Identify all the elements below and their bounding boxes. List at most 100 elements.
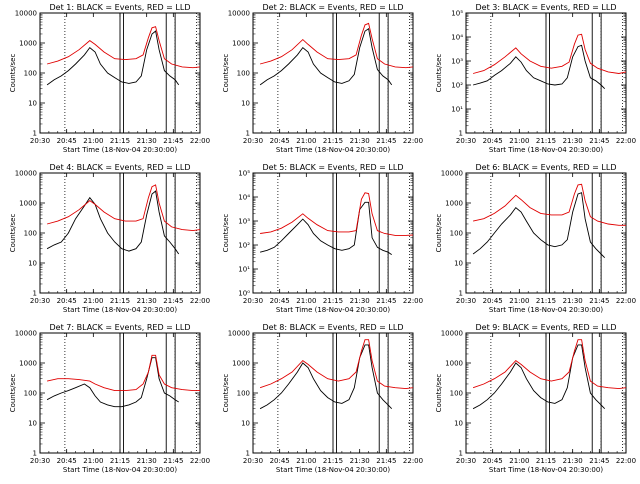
det3-y-axis-label: Counts/sec xyxy=(435,54,443,93)
det7-x-tick-label: 22:00 xyxy=(190,457,210,465)
det4-y-tick-label: 1 xyxy=(33,290,37,298)
det5-y-axis-label: Counts/sec xyxy=(222,214,230,253)
det1-y-axis-label: Counts/sec xyxy=(9,54,17,93)
det3-x-tick-label: 20:30 xyxy=(456,137,476,145)
det2-x-tick-label: 22:00 xyxy=(403,137,423,145)
det3-y-tick-label: 10² xyxy=(451,82,463,90)
det9-x-tick-label: 20:30 xyxy=(456,457,476,465)
det6-title: Det 6: BLACK = Events, RED = LLD xyxy=(476,163,617,172)
det4-x-tick-label: 21:00 xyxy=(83,297,103,305)
det9-y-tick-label: 100 xyxy=(450,390,463,398)
det1-x-tick-label: 21:15 xyxy=(110,137,130,145)
det5-x-tick-label: 20:45 xyxy=(270,297,290,305)
det8-y-tick-label: 1000 xyxy=(232,360,250,368)
det8-x-tick-label: 21:45 xyxy=(376,457,396,465)
det3-lld-series-line xyxy=(472,33,627,74)
det7-x-tick-label: 21:30 xyxy=(137,457,157,465)
det9-x-tick-label: 20:45 xyxy=(483,457,503,465)
det8-x-axis-label: Start Time (18-Nov-04 20:30:00) xyxy=(276,466,390,474)
det5-x-tick-label: 21:00 xyxy=(296,297,316,305)
det5-x-axis-label: Start Time (18-Nov-04 20:30:00) xyxy=(276,306,390,314)
det4-y-tick-label: 100 xyxy=(24,230,37,238)
det9-y-tick-label: 1 xyxy=(459,450,463,458)
det3-x-tick-label: 22:00 xyxy=(616,137,636,145)
det3-y-tick-label: 10¹ xyxy=(451,106,463,114)
det1-x-tick-label: 21:00 xyxy=(83,137,103,145)
det6-y-tick-label: 1000 xyxy=(445,200,463,208)
det7-y-tick-label: 100 xyxy=(24,390,37,398)
det1-y-tick-label: 1 xyxy=(33,130,37,138)
det8-x-tick-label: 20:45 xyxy=(270,457,290,465)
det1-x-axis-label: Start Time (18-Nov-04 20:30:00) xyxy=(63,146,177,154)
det6-x-tick-label: 20:45 xyxy=(483,297,503,305)
det4-y-axis-label: Counts/sec xyxy=(9,214,17,253)
det5-y-tick-label: 10⁵ xyxy=(238,170,250,178)
det2-x-tick-label: 20:30 xyxy=(243,137,263,145)
det4-y-tick-label: 1000 xyxy=(19,200,37,208)
det3-y-tick-label: 10³ xyxy=(451,58,463,66)
det8-y-tick-label: 1 xyxy=(246,450,250,458)
det9-x-tick-label: 21:45 xyxy=(589,457,609,465)
det8-x-tick-label: 22:00 xyxy=(403,457,423,465)
det1-y-tick-label: 100 xyxy=(24,70,37,78)
det1-y-tick-label: 1000 xyxy=(19,40,37,48)
det1-x-tick-label: 20:45 xyxy=(57,137,77,145)
det6-y-tick-label: 100 xyxy=(450,230,463,238)
det1-events-series-line xyxy=(46,30,180,86)
det9-lld-series-line xyxy=(472,339,627,390)
det1-x-tick-label: 21:30 xyxy=(137,137,157,145)
det6-x-axis-label: Start Time (18-Nov-04 20:30:00) xyxy=(489,306,603,314)
det4-x-tick-label: 21:45 xyxy=(163,297,183,305)
det4-x-tick-label: 22:00 xyxy=(190,297,210,305)
det9-y-tick-label: 10 xyxy=(454,420,463,428)
det7-x-tick-label: 21:00 xyxy=(83,457,103,465)
det2-y-tick-label: 100 xyxy=(237,70,250,78)
det2-events-series-line xyxy=(259,27,393,86)
det5-x-tick-label: 21:15 xyxy=(323,297,343,305)
det8-events-series-line xyxy=(259,344,393,410)
det7-x-tick-label: 20:45 xyxy=(57,457,77,465)
det2-x-tick-label: 21:45 xyxy=(376,137,396,145)
det5-x-tick-label: 21:30 xyxy=(350,297,370,305)
det5-y-tick-label: 10³ xyxy=(238,218,250,226)
det2-lld-series-line xyxy=(259,22,414,69)
det8-lld-series-line xyxy=(259,339,414,390)
det5-y-tick-label: 10¹ xyxy=(238,266,250,274)
det1-title: Det 1: BLACK = Events, RED = LLD xyxy=(50,3,191,12)
det9-y-axis-label: Counts/sec xyxy=(435,374,443,413)
det7-lld-series-line xyxy=(47,354,200,392)
det4-x-tick-label: 21:15 xyxy=(110,297,130,305)
det8-y-axis-label: Counts/sec xyxy=(222,374,230,413)
det6-x-tick-label: 21:45 xyxy=(589,297,609,305)
det8-y-tick-label: 100 xyxy=(237,390,250,398)
det8-title: Det 8: BLACK = Events, RED = LLD xyxy=(263,323,404,332)
det3-y-tick-label: 10⁴ xyxy=(451,34,463,42)
det6-x-tick-label: 21:00 xyxy=(509,297,529,305)
det3-x-tick-label: 21:45 xyxy=(589,137,609,145)
det6-x-tick-label: 20:30 xyxy=(456,297,476,305)
det9-x-tick-label: 21:30 xyxy=(563,457,583,465)
det7-y-tick-label: 10000 xyxy=(15,330,37,338)
det7-title: Det 7: BLACK = Events, RED = LLD xyxy=(50,323,191,332)
det4-x-tick-label: 20:45 xyxy=(57,297,77,305)
det5-lld-series-line xyxy=(260,192,414,236)
det2-x-axis-label: Start Time (18-Nov-04 20:30:00) xyxy=(276,146,390,154)
det3-events-series-line xyxy=(472,44,606,90)
det9-y-tick-label: 10000 xyxy=(441,330,463,338)
det2-y-tick-label: 1000 xyxy=(232,40,250,48)
det6-y-tick-label: 10000 xyxy=(441,170,463,178)
det2-y-axis-label: Counts/sec xyxy=(222,54,230,93)
det1-lld-series-line xyxy=(46,26,201,69)
det6-x-tick-label: 22:00 xyxy=(616,297,636,305)
det9-x-axis-label: Start Time (18-Nov-04 20:30:00) xyxy=(489,466,603,474)
det3-x-tick-label: 21:00 xyxy=(509,137,529,145)
det6-events-series-line xyxy=(472,192,606,259)
det1-x-tick-label: 20:30 xyxy=(30,137,50,145)
det3-y-tick-label: 1 xyxy=(459,130,463,138)
det9-x-tick-label: 22:00 xyxy=(616,457,636,465)
det2-x-tick-label: 20:45 xyxy=(270,137,290,145)
det9-x-tick-label: 21:15 xyxy=(536,457,556,465)
det6-y-axis-label: Counts/sec xyxy=(435,214,443,253)
det6-x-tick-label: 21:30 xyxy=(563,297,583,305)
det7-y-tick-label: 1 xyxy=(33,450,37,458)
